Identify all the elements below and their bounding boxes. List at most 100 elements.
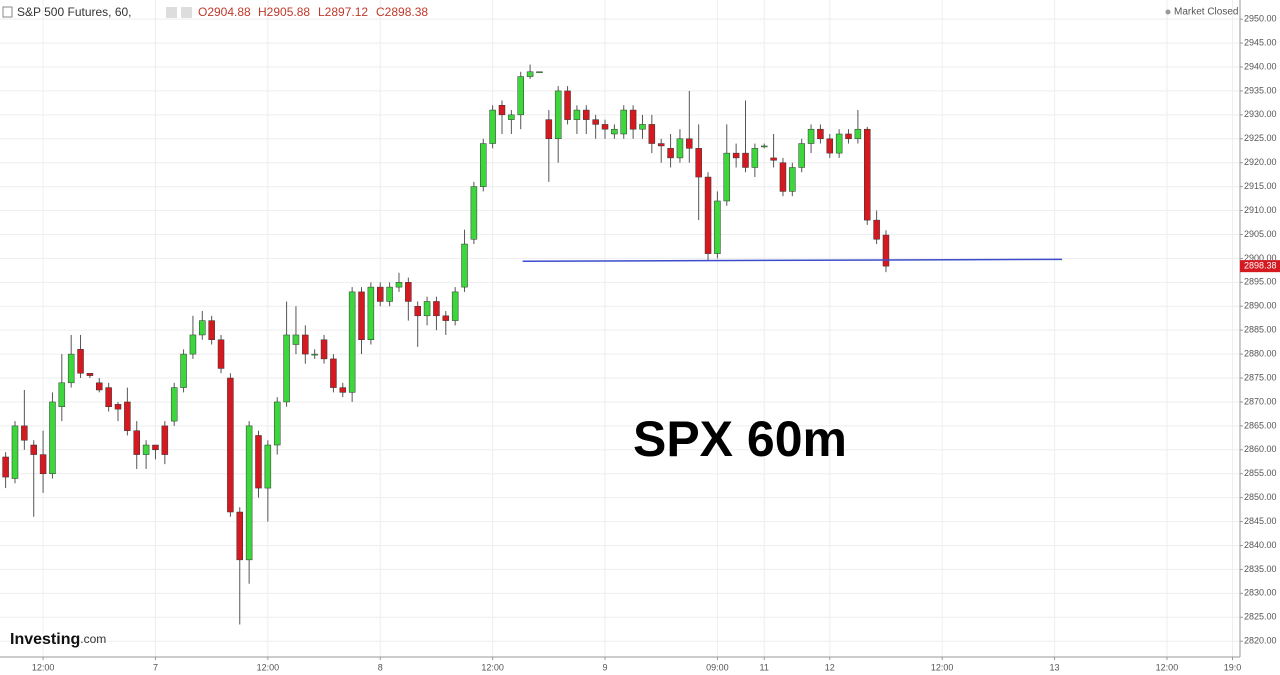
candle-body bbox=[236, 511, 244, 561]
candle-body bbox=[845, 133, 852, 140]
candle-body bbox=[461, 243, 468, 288]
candle-body bbox=[245, 425, 253, 561]
candle-body bbox=[601, 124, 609, 130]
x-tick-label: 12:00 bbox=[257, 662, 280, 672]
x-tick-label: 9 bbox=[603, 662, 608, 672]
y-tick-label: 2885.00 bbox=[1244, 325, 1277, 335]
candle-body bbox=[583, 109, 590, 120]
candle-body bbox=[526, 71, 534, 77]
x-tick-label: 12 bbox=[825, 662, 835, 672]
candle-body bbox=[760, 145, 768, 148]
candle-body bbox=[798, 143, 805, 168]
y-tick-label: 2915.00 bbox=[1244, 181, 1277, 191]
candle-body bbox=[882, 234, 890, 267]
candle-body bbox=[227, 377, 234, 513]
y-tick-label: 2850.00 bbox=[1244, 492, 1277, 502]
candle-body bbox=[152, 444, 159, 451]
candle-body bbox=[339, 387, 347, 393]
x-tick-label: 12:00 bbox=[1156, 662, 1179, 672]
candle-body bbox=[779, 162, 787, 192]
candle-body bbox=[21, 425, 28, 441]
candle-body bbox=[657, 143, 665, 147]
close-icon[interactable] bbox=[181, 7, 192, 18]
candle-body bbox=[554, 90, 562, 140]
candle-body bbox=[573, 109, 581, 120]
candle-body bbox=[723, 152, 731, 202]
candle-body bbox=[592, 119, 599, 125]
candle-body bbox=[255, 435, 262, 489]
x-tick-label: 09:00 bbox=[706, 662, 729, 672]
candle-body bbox=[264, 444, 272, 489]
candle-body bbox=[77, 349, 84, 374]
candle-body bbox=[199, 320, 206, 336]
candle-body bbox=[311, 353, 318, 356]
y-tick-label: 2835.00 bbox=[1244, 564, 1277, 574]
candle-body bbox=[58, 382, 66, 407]
collapse-icon[interactable] bbox=[2, 6, 13, 18]
candle-body bbox=[480, 143, 487, 187]
candle-body bbox=[489, 109, 496, 144]
y-tick-label: 2925.00 bbox=[1244, 133, 1277, 143]
status-dot bbox=[1165, 9, 1171, 15]
candle-body bbox=[667, 148, 674, 159]
candle-body bbox=[835, 133, 843, 154]
candle-body bbox=[86, 372, 94, 376]
y-tick-label: 2875.00 bbox=[1244, 372, 1277, 382]
candle-body bbox=[105, 387, 112, 407]
y-tick-label: 2945.00 bbox=[1244, 37, 1277, 47]
settings-icon[interactable] bbox=[166, 7, 177, 18]
y-tick-label: 2845.00 bbox=[1244, 516, 1277, 526]
candle-body bbox=[189, 334, 197, 355]
candle-body bbox=[423, 301, 431, 317]
logo-main: Investing bbox=[10, 631, 80, 648]
candle-body bbox=[807, 128, 815, 144]
y-tick-label: 2930.00 bbox=[1244, 109, 1277, 119]
x-tick-label: 13 bbox=[1050, 662, 1060, 672]
candle-body bbox=[714, 200, 721, 254]
candle-body bbox=[320, 339, 328, 360]
x-tick-label: 7 bbox=[153, 662, 158, 672]
candle-body bbox=[283, 334, 290, 403]
y-tick-label: 2920.00 bbox=[1244, 157, 1277, 167]
plot bbox=[2, 64, 1063, 625]
candle-body bbox=[114, 404, 122, 410]
candle-body bbox=[67, 353, 75, 384]
candle-body bbox=[217, 339, 225, 369]
last-price-label: 2898.38 bbox=[1244, 261, 1277, 271]
candle-body bbox=[676, 138, 684, 159]
candle-body bbox=[330, 358, 337, 388]
y-tick-label: 2910.00 bbox=[1244, 205, 1277, 215]
candle-body bbox=[2, 456, 9, 478]
candle-body bbox=[508, 114, 515, 120]
candle-body bbox=[30, 444, 37, 455]
low: L2897.12 bbox=[318, 5, 368, 19]
candle-body bbox=[789, 167, 796, 192]
candle-body bbox=[873, 219, 880, 240]
candle-body bbox=[648, 124, 656, 144]
symbol: S&P 500 Futures, 60, bbox=[17, 5, 132, 19]
high: H2905.88 bbox=[258, 5, 310, 19]
candle-body bbox=[704, 176, 712, 254]
candle-body bbox=[470, 186, 478, 240]
candle-body bbox=[358, 291, 365, 340]
candle-body bbox=[376, 286, 384, 302]
candle-body bbox=[770, 157, 777, 161]
trendline bbox=[522, 258, 1063, 263]
candle-body bbox=[367, 286, 375, 340]
candle-body bbox=[817, 128, 824, 140]
candle-body bbox=[292, 334, 300, 345]
candle-body bbox=[498, 105, 506, 116]
y-tick-label: 2900.00 bbox=[1244, 253, 1277, 263]
candle-body bbox=[695, 148, 702, 178]
candle-body bbox=[180, 353, 187, 388]
candle-body bbox=[49, 401, 56, 474]
candle-body bbox=[620, 109, 627, 135]
candle-body bbox=[564, 90, 571, 120]
candle-body bbox=[208, 320, 215, 340]
y-tick-label: 2820.00 bbox=[1244, 636, 1277, 646]
y-tick-label: 2880.00 bbox=[1244, 348, 1277, 358]
candle-body bbox=[451, 291, 459, 321]
open: O2904.88 bbox=[198, 5, 251, 19]
